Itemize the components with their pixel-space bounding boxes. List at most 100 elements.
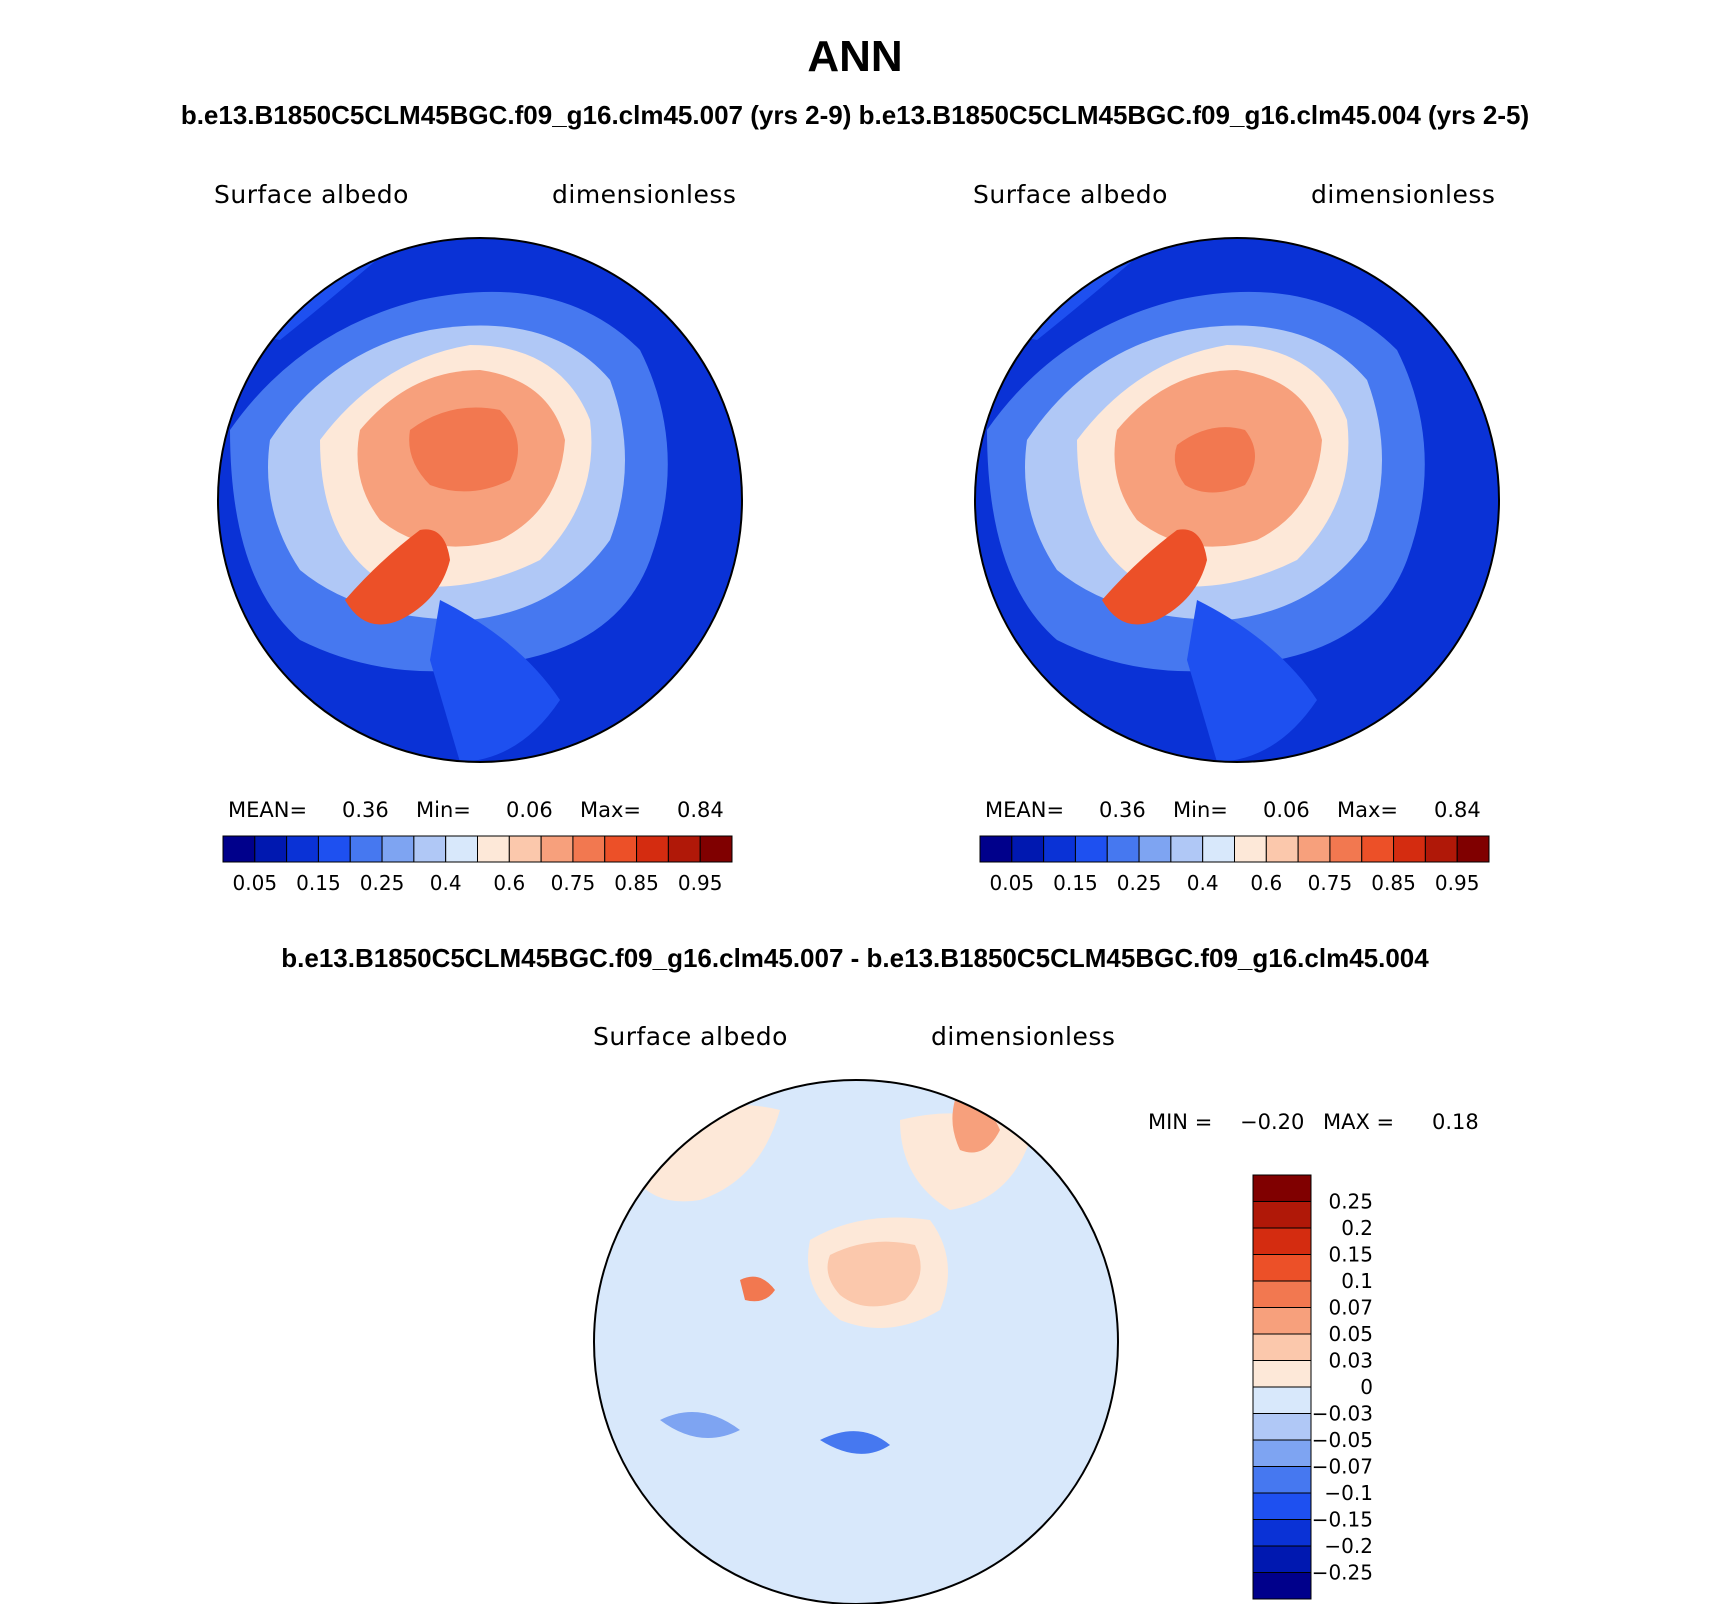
panel3-colorbar-swatch: [1252, 1307, 1312, 1335]
panel3-colorbar-tick-label: 0.03: [1328, 1349, 1373, 1373]
panel3-colorbar-tick-label: 0.07: [1328, 1296, 1373, 1320]
panel1-mean-value: 0.36: [342, 798, 389, 822]
panel3-colorbar-swatch: [1252, 1492, 1312, 1520]
panel3-colorbar-swatch: [1252, 1439, 1312, 1467]
panel2-colorbar-swatch: [1393, 835, 1426, 863]
panel2-colorbar-tick-label: 0.4: [1187, 871, 1219, 895]
panel3-colorbar-tick-label: −0.07: [1312, 1455, 1373, 1479]
panel2-colorbar-swatch: [1361, 835, 1395, 863]
panel2-map-border: [974, 237, 1500, 763]
panel1-variable: Surface albedo: [214, 180, 409, 209]
panel3-max-value: 0.18: [1432, 1110, 1479, 1134]
panel2-colorbar-swatch: [1329, 835, 1363, 863]
panel2-colorbar-tick-label: 0.85: [1371, 871, 1416, 895]
panel2-mean-label: MEAN=: [985, 798, 1065, 822]
panel1-colorbar-swatch: [636, 835, 669, 863]
panel3-min-label: MIN =: [1148, 1110, 1213, 1134]
panel2-colorbar-swatch: [1043, 835, 1076, 863]
panel1-colorbar-swatch: [572, 835, 606, 863]
panel2-mean-value: 0.36: [1099, 798, 1146, 822]
panel2-min-label: Min=: [1173, 798, 1228, 822]
panel2-colorbar-swatch: [1456, 835, 1490, 863]
panel1-max-label: Max=: [580, 798, 642, 822]
panel2-colorbar-tick-label: 0.25: [1117, 871, 1162, 895]
panel1-colorbar-swatch: [317, 835, 351, 863]
panel1-colorbar-swatch: [508, 835, 542, 863]
panel1-colorbar-swatch: [604, 835, 638, 863]
panel2-colorbar-swatch: [1138, 835, 1172, 863]
panel3-colorbar-swatch: [1252, 1333, 1312, 1361]
panel3-colorbar-tick-label: −0.1: [1324, 1481, 1373, 1505]
panel3-colorbar-tick-label: −0.2: [1324, 1534, 1373, 1558]
panel3-colorbar-tick-label: −0.03: [1312, 1402, 1373, 1426]
panel3-min-value: −0.20: [1240, 1110, 1305, 1134]
panel2-colorbar-tick-label: 0.75: [1308, 871, 1353, 895]
panel2-colorbar: 0.05 0.15 0.25 0.4 0.6 0.75 0.85 0.95: [979, 835, 1490, 895]
panel1-colorbar-tick-label: 0.6: [493, 871, 525, 895]
panel3-colorbar-tick-label: 0.2: [1341, 1216, 1373, 1240]
panel1-colorbar-tick-label: 0.25: [360, 871, 405, 895]
panel1-colorbar-tick-label: 0.85: [614, 871, 659, 895]
panel3-colorbar-swatch: [1252, 1360, 1312, 1388]
panel1-colorbar-tick-label: 0.75: [551, 871, 596, 895]
panel3-colorbar-swatch: [1252, 1413, 1312, 1441]
panel1-colorbar-tick-label: 0.15: [296, 871, 341, 895]
panel1-min-label: Min=: [416, 798, 471, 822]
panel3-colorbar-swatch: [1252, 1280, 1312, 1308]
panel3-colorbar-tick-label: −0.15: [1312, 1508, 1373, 1532]
panel3-colorbar-tick-label: 0.25: [1328, 1190, 1373, 1214]
panel2-colorbar-swatch: [1074, 835, 1108, 863]
panel1-colorbar-tick-label: 0.05: [233, 871, 278, 895]
panel2-colorbar-tick-label: 0.6: [1250, 871, 1282, 895]
panel1-colorbar-tick-label: 0.95: [678, 871, 723, 895]
panel1-colorbar: 0.05 0.15 0.25 0.4 0.6 0.75 0.85 0.95: [222, 835, 733, 895]
panel2-variable: Surface albedo: [973, 180, 1168, 209]
panel2-max-value: 0.84: [1434, 798, 1481, 822]
panel3-colorbar: 0.250.2 0.150.1 0.070.05 0.030 −0.03−0.05 −0.…: [1252, 1174, 1373, 1600]
panel2-units: dimensionless: [1311, 180, 1496, 209]
panel3-max-label: MAX =: [1323, 1110, 1395, 1134]
panel1-colorbar-swatch: [349, 835, 383, 863]
panel3-map-border: [593, 1079, 1119, 1604]
panel3-colorbar-swatch: [1252, 1545, 1312, 1573]
panel1-map: [218, 238, 742, 762]
panel3-colorbar-swatch: [1252, 1254, 1312, 1282]
panel1-colorbar-swatch: [445, 835, 478, 863]
panel1-min-value: 0.06: [506, 798, 553, 822]
panel1-colorbar-swatch: [286, 835, 319, 863]
panel2-colorbar-tick-label: 0.05: [990, 871, 1035, 895]
panel1-colorbar-swatch: [413, 835, 447, 863]
panel3-colorbar-swatch: [1252, 1466, 1312, 1494]
panel1-colorbar-swatch: [222, 835, 256, 863]
panel1-colorbar-swatch: [667, 835, 701, 863]
panel3-colorbar-swatch: [1252, 1174, 1312, 1202]
panel1-map-border: [217, 237, 743, 763]
panel3-units: dimensionless: [931, 1022, 1116, 1051]
panel1-max-value: 0.84: [677, 798, 724, 822]
panel3-colorbar-tick-label: 0.15: [1328, 1243, 1373, 1267]
panel2-max-label: Max=: [1337, 798, 1399, 822]
panel3-colorbar-swatch: [1252, 1572, 1312, 1600]
panel1-colorbar-swatch: [254, 835, 288, 863]
panel3-colorbar-swatch: [1252, 1386, 1312, 1414]
panel1-colorbar-swatch: [477, 835, 510, 863]
panel2-min-value: 0.06: [1263, 798, 1310, 822]
panel2-colorbar-swatch: [1265, 835, 1299, 863]
panel2-map: [975, 238, 1499, 762]
case-titles: b.e13.B1850C5CLM45BGC.f09_g16.clm45.007 …: [180, 100, 1530, 130]
panel1-units: dimensionless: [552, 180, 737, 209]
panel3-colorbar-tick-label: −0.25: [1312, 1561, 1373, 1585]
panel3-colorbar-tick-label: 0.1: [1341, 1269, 1373, 1293]
panel2-colorbar-swatch: [1234, 835, 1267, 863]
panel3-variable: Surface albedo: [593, 1022, 788, 1051]
panel3-colorbar-swatch: [1252, 1201, 1312, 1229]
panel2-colorbar-swatch: [1297, 835, 1331, 863]
panel3-colorbar-tick-label: 0.05: [1328, 1322, 1373, 1346]
panel2-colorbar-tick-label: 0.15: [1053, 871, 1098, 895]
panel2-colorbar-swatch: [1424, 835, 1458, 863]
difference-title: b.e13.B1850C5CLM45BGC.f09_g16.clm45.007 …: [281, 943, 1429, 973]
panel2-colorbar-swatch: [1106, 835, 1140, 863]
panel2-colorbar-swatch: [1170, 835, 1204, 863]
panel3-colorbar-tick-label: −0.05: [1312, 1428, 1373, 1452]
